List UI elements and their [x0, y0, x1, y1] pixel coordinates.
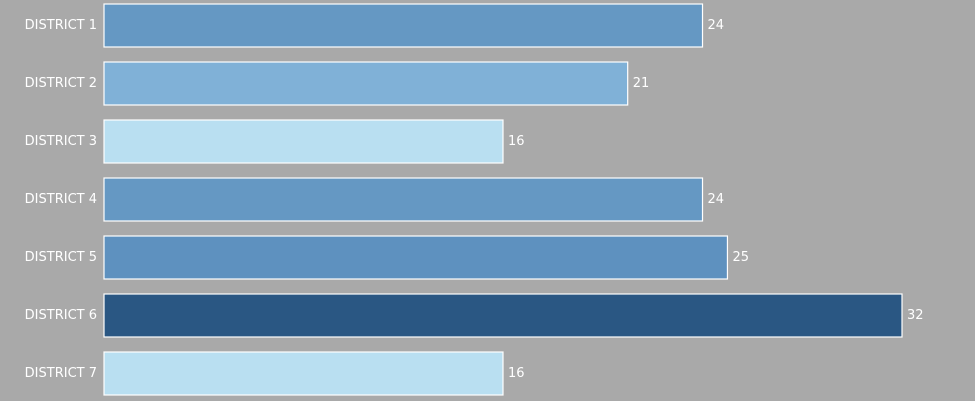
- category-label-district-5: DISTRICT 5: [25, 250, 97, 265]
- value-label-district-6: 32: [907, 308, 924, 323]
- bar-district-1: [103, 3, 704, 48]
- value-label-district-1: 24: [708, 18, 725, 33]
- bar-district-5: [103, 235, 729, 280]
- bars: [103, 3, 903, 396]
- value-label-district-3: 16: [508, 134, 525, 149]
- value-label-district-4: 24: [708, 192, 725, 207]
- category-label-district-1: DISTRICT 1: [25, 18, 97, 33]
- value-labels: 24 21 16 24 25 32 16: [508, 18, 924, 381]
- bar-district-4: [103, 177, 704, 222]
- category-labels: DISTRICT 1 DISTRICT 2 DISTRICT 3 DISTRICT 4…: [25, 18, 97, 381]
- category-label-district-4: DISTRICT 4: [25, 192, 97, 207]
- category-label-district-7: DISTRICT 7: [25, 366, 97, 381]
- value-label-district-5: 25: [732, 250, 749, 265]
- bar-district-7: [103, 351, 504, 396]
- bar-district-2: [103, 61, 629, 106]
- value-label-district-2: 21: [633, 76, 650, 91]
- category-label-district-2: DISTRICT 2: [25, 76, 97, 91]
- category-label-district-3: DISTRICT 3: [25, 134, 97, 149]
- bar-district-6: [103, 293, 903, 338]
- bar-district-3: [103, 119, 504, 164]
- value-label-district-7: 16: [508, 366, 525, 381]
- category-label-district-6: DISTRICT 6: [25, 308, 97, 323]
